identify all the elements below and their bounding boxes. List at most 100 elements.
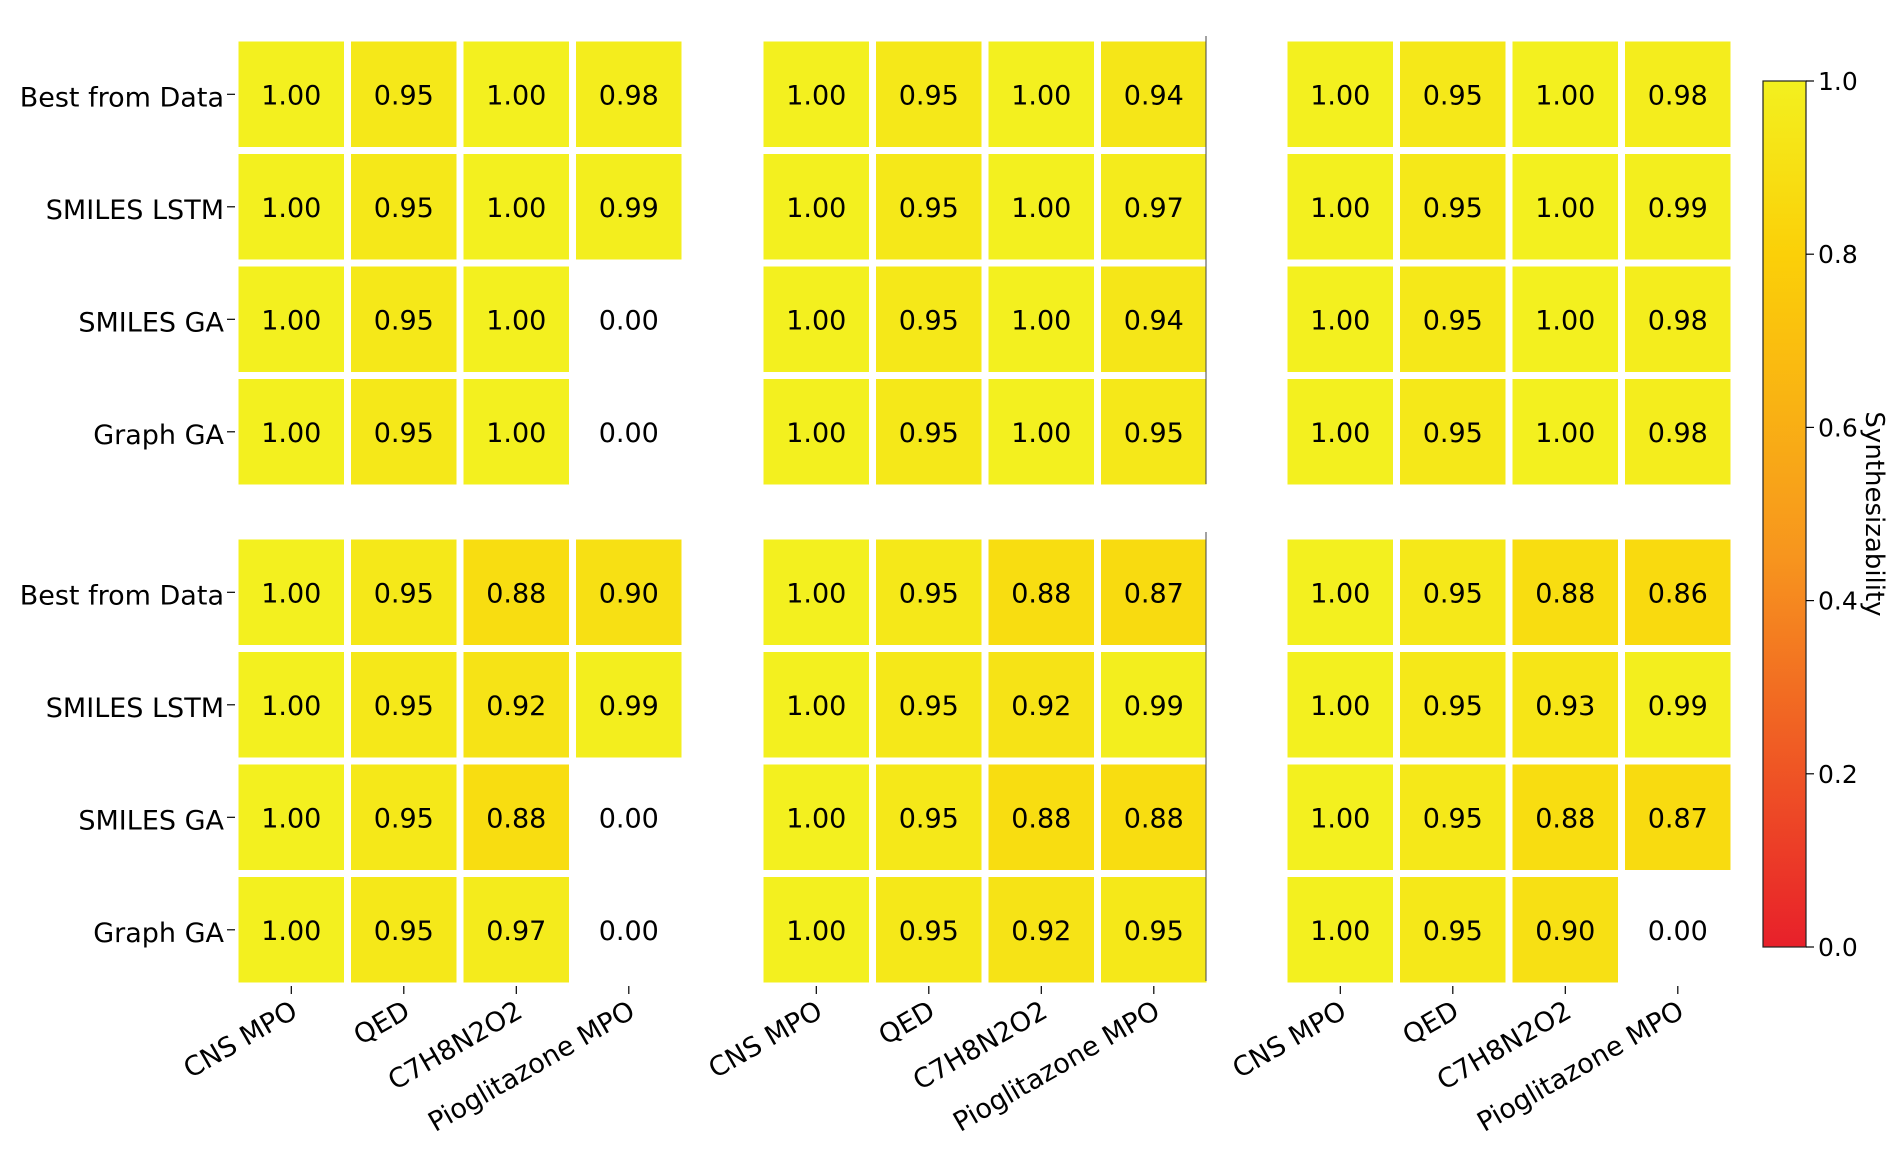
heatmap-cell [876, 41, 982, 147]
heatmap-cell [1512, 41, 1618, 147]
cell-value-label: 0.95 [899, 578, 959, 609]
cell-value-label: 0.95 [374, 305, 434, 336]
row-label: Graph GA [93, 918, 224, 949]
cell-value-label: 1.00 [1310, 305, 1370, 336]
heatmap-panel: 1.00 0.95 1.00 0.98 1.00 0.95 1.00 0.99 1.00 0.95… [1287, 41, 1731, 485]
cell-value-label: 0.00 [599, 418, 659, 449]
heatmap-cell [1625, 154, 1731, 260]
heatmap-cell [576, 41, 682, 147]
cell-value-label: 1.00 [1011, 418, 1071, 449]
heatmap-cell [238, 379, 344, 485]
cell-value-label: 1.00 [1535, 193, 1595, 224]
colorbar-ticks: 0.0 0.2 0.4 0.6 0.8 1.0 [1806, 67, 1858, 962]
colorbar: 0.0 0.2 0.4 0.6 0.8 1.0 Synthesizability [1762, 67, 1889, 962]
cell-value-label: 0.87 [1124, 578, 1184, 609]
heatmap-cell [1101, 154, 1207, 260]
heatmap-cell [988, 877, 1094, 983]
colorbar-tick-label: 0.2 [1818, 760, 1858, 789]
cell-value-label: 0.87 [1648, 803, 1708, 834]
heatmap-panel: 1.00 0.95 0.88 0.90 1.00 0.95 0.92 0.99 1.00 0.95… [238, 539, 682, 983]
heatmap-cell [988, 266, 1094, 372]
heatmap-cell [351, 379, 457, 485]
heatmap-cell [1512, 652, 1618, 758]
cell-value-label: 0.95 [374, 80, 434, 111]
column-label: QED [349, 995, 416, 1051]
cell-value-label: 0.88 [486, 578, 546, 609]
heatmap-cell [763, 539, 869, 645]
heatmap-cell [763, 764, 869, 870]
heatmap-panel: 1.00 0.95 1.00 0.98 1.00 0.95 1.00 0.99 1.00 0.95… [238, 41, 682, 485]
heatmap-cell [463, 266, 569, 372]
heatmap-cell [1400, 539, 1506, 645]
heatmap-cell [351, 877, 457, 983]
cell-value-label: 0.95 [1124, 418, 1184, 449]
cell-value-label: 0.95 [374, 691, 434, 722]
cell-value-label: 0.95 [899, 80, 959, 111]
cell-value-label: 0.95 [374, 418, 434, 449]
cell-value-label: 0.00 [599, 305, 659, 336]
row-label: Best from Data [20, 580, 224, 611]
heatmap-cell [351, 154, 457, 260]
cell-value-label: 0.90 [1535, 916, 1595, 947]
cell-value-label: 0.94 [1124, 305, 1184, 336]
heatmap-cell [238, 41, 344, 147]
heatmap-cell [876, 764, 982, 870]
cell-value-label: 0.95 [899, 305, 959, 336]
column-label: QED [1398, 995, 1465, 1051]
cell-value-label: 0.00 [599, 916, 659, 947]
heatmap-cell [876, 379, 982, 485]
cell-value-label: 1.00 [1310, 803, 1370, 834]
heatmap-cell [463, 652, 569, 758]
cell-value-label: 1.00 [1011, 80, 1071, 111]
cell-value-label: 1.00 [1310, 691, 1370, 722]
cell-value-label: 1.00 [1310, 418, 1370, 449]
heatmap-cell [1512, 539, 1618, 645]
heatmap-panel: 1.00 0.95 0.88 0.86 1.00 0.95 0.93 0.99 1.00 0.95… [1287, 539, 1731, 983]
heatmap-cell [876, 154, 982, 260]
heatmap-cell [1625, 41, 1731, 147]
cell-value-label: 0.93 [1535, 691, 1595, 722]
heatmap-cell [1287, 41, 1393, 147]
heatmap-cell [238, 539, 344, 645]
cell-value-label: 0.95 [1423, 803, 1483, 834]
heatmap-cell [1512, 764, 1618, 870]
cell-value-label: 0.00 [1648, 916, 1708, 947]
heatmap-cell [1400, 764, 1506, 870]
cell-value-label: 0.95 [1423, 193, 1483, 224]
cell-value-label: 0.86 [1648, 578, 1708, 609]
row-labels: Best from Data SMILES LSTM SMILES GA Graph … [20, 82, 235, 949]
heatmap-cell [988, 652, 1094, 758]
heatmap-cell [988, 154, 1094, 260]
row-label: SMILES LSTM [46, 195, 224, 226]
cell-value-label: 1.00 [1310, 193, 1370, 224]
cell-value-label: 1.00 [261, 305, 321, 336]
row-label: SMILES GA [78, 805, 224, 836]
cell-value-label: 1.00 [786, 803, 846, 834]
cell-value-label: 0.99 [1648, 691, 1708, 722]
heatmap-cell [1287, 764, 1393, 870]
heatmap-panel: 1.00 0.95 0.88 0.87 1.00 0.95 0.92 0.99 1.00 0.95… [763, 539, 1207, 983]
heatmap-cell [351, 41, 457, 147]
row-label: SMILES GA [78, 307, 224, 338]
heatmap-cell [463, 764, 569, 870]
cell-value-label: 0.99 [599, 193, 659, 224]
cell-value-label: 1.00 [1535, 418, 1595, 449]
heatmap-cell [876, 266, 982, 372]
heatmap-cell [1625, 652, 1731, 758]
column-label: CNS MPO [704, 995, 828, 1085]
cell-value-label: 1.00 [1310, 578, 1370, 609]
heatmap-cell [1287, 154, 1393, 260]
cell-value-label: 0.88 [486, 803, 546, 834]
heatmap-cell [463, 877, 569, 983]
cell-value-label: 0.99 [599, 691, 659, 722]
heatmap-cell [463, 41, 569, 147]
heatmap-cell [1512, 266, 1618, 372]
heatmap-cell [238, 764, 344, 870]
heatmap-cell [876, 539, 982, 645]
heatmap-cell [463, 539, 569, 645]
heatmap-cell [1101, 41, 1207, 147]
cell-value-label: 0.00 [599, 803, 659, 834]
heatmap-cell [1101, 379, 1207, 485]
cell-value-label: 1.00 [786, 691, 846, 722]
heatmap-cell [238, 652, 344, 758]
